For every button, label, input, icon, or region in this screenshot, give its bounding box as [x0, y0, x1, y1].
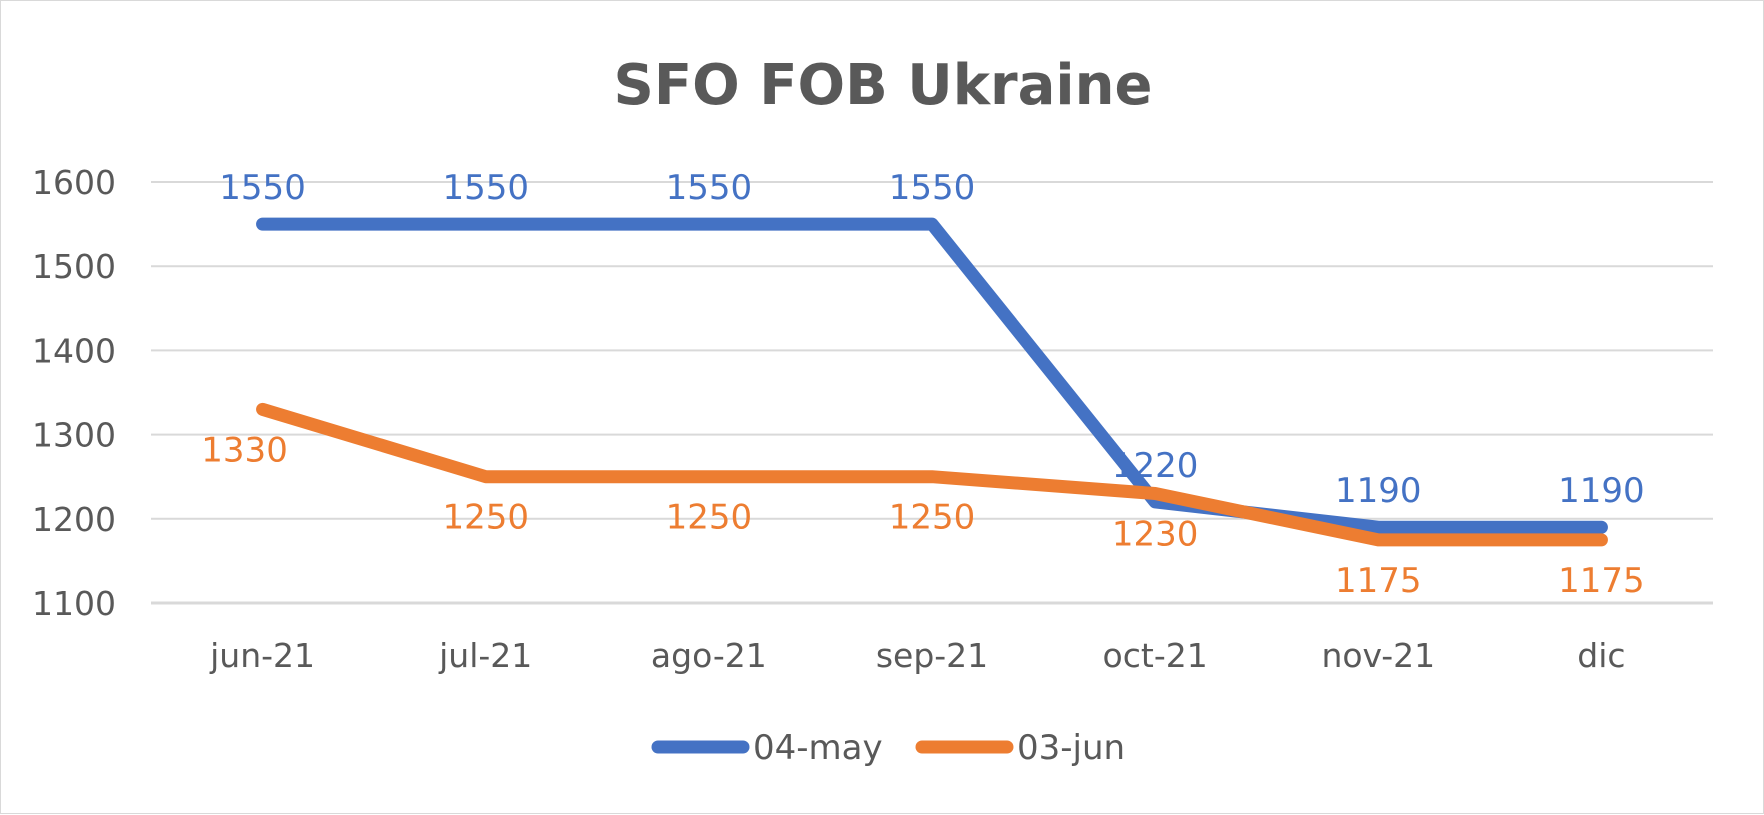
x-tick-label: jun-21	[209, 636, 315, 675]
x-axis-ticks: jun-21 jul-21 ago-21 sep-21 oct-21 nov-21 dic	[209, 636, 1625, 675]
y-tick-label: 1300	[32, 416, 116, 455]
data-label: 1220	[1112, 446, 1199, 486]
x-tick-label: dic	[1577, 636, 1625, 675]
x-tick-label: nov-21	[1321, 636, 1435, 675]
y-axis-ticks: 1100 1200 1300 1400 1500 1600	[32, 163, 116, 623]
gridlines	[151, 181, 1713, 605]
data-label: 1250	[442, 498, 529, 538]
series-line-04-may	[256, 217, 1608, 534]
y-tick-label: 1200	[32, 500, 116, 539]
x-tick-label: ago-21	[651, 636, 767, 675]
y-tick-label: 1100	[32, 584, 116, 623]
data-label: 1175	[1558, 561, 1645, 601]
data-label: 1330	[201, 430, 288, 470]
series-lines	[256, 217, 1608, 547]
data-label: 1250	[666, 498, 753, 538]
data-label: 1190	[1558, 471, 1645, 511]
legend-label: 03-jun	[1017, 728, 1125, 768]
data-label: 1550	[666, 168, 753, 208]
y-tick-label: 1400	[32, 331, 116, 370]
legend-label: 04-may	[753, 728, 883, 768]
data-labels: 1550 1550 1550 1550 1220 1190 1190 1330 1250 1250…	[201, 168, 1644, 601]
data-label: 1550	[219, 168, 306, 208]
x-tick-label: oct-21	[1103, 636, 1208, 675]
series-line-03-jun	[256, 402, 1608, 547]
data-label: 1175	[1335, 561, 1422, 601]
x-tick-label: jul-21	[438, 636, 532, 675]
x-tick-label: sep-21	[876, 636, 988, 675]
y-tick-label: 1500	[32, 247, 116, 286]
data-label: 1550	[442, 168, 529, 208]
chart-title: SFO FOB Ukraine	[614, 53, 1153, 118]
data-label: 1550	[889, 168, 976, 208]
data-label: 1230	[1112, 515, 1199, 555]
legend: 04-may 03-jun	[651, 728, 1125, 768]
data-label: 1190	[1335, 471, 1422, 511]
data-label: 1250	[889, 498, 976, 538]
y-tick-label: 1600	[32, 163, 116, 202]
